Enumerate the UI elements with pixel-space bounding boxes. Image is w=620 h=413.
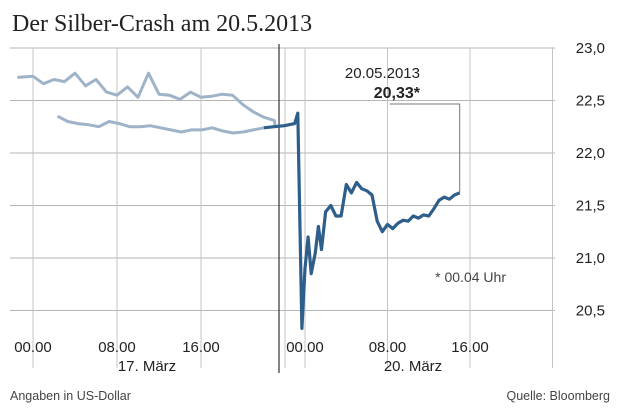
y-axis: 23,0 22,5 22,0 21,5 21,0 20,5 (576, 40, 605, 320)
y-tick-label: 21,5 (576, 198, 605, 215)
series-line (263, 111, 461, 330)
x-tick-label: 16.00 (182, 339, 220, 356)
series-line (17, 71, 277, 126)
annotation-group: 20.05.2013 20,33* * 00.04 Uhr (345, 65, 506, 285)
x-axis: 00.00 08.00 16.00 00.00 08.00 16.00 17. März 20… (14, 339, 489, 375)
x-tick-label: 00.00 (286, 339, 324, 356)
x-tick-label: 08.00 (369, 339, 407, 356)
x-tick-label: 08.00 (98, 339, 136, 356)
y-tick-label: 22,0 (576, 145, 605, 162)
annotation-leader-line (389, 103, 461, 193)
source-note: Quelle: Bloomberg (506, 389, 610, 403)
y-tick-label: 21,0 (576, 250, 605, 267)
annotation-footnote: * 00.04 Uhr (435, 269, 506, 285)
series-line (56, 114, 265, 135)
y-tick-label: 20,5 (576, 303, 605, 320)
y-tick-label: 22,5 (576, 93, 605, 110)
chart-title: Der Silber-Crash am 20.5.2013 (12, 11, 312, 37)
day-label: 20. März (384, 358, 442, 375)
series-group (17, 71, 461, 330)
units-note: Angaben in US-Dollar (10, 389, 131, 403)
y-tick-label: 23,0 (576, 40, 605, 57)
annotation-date: 20.05.2013 (345, 65, 420, 82)
day-label: 17. März (118, 358, 176, 375)
x-tick-label: 00.00 (14, 339, 52, 356)
annotation-value: 20,33* (374, 85, 421, 102)
grid (10, 47, 555, 368)
x-tick-label: 16.00 (451, 339, 489, 356)
